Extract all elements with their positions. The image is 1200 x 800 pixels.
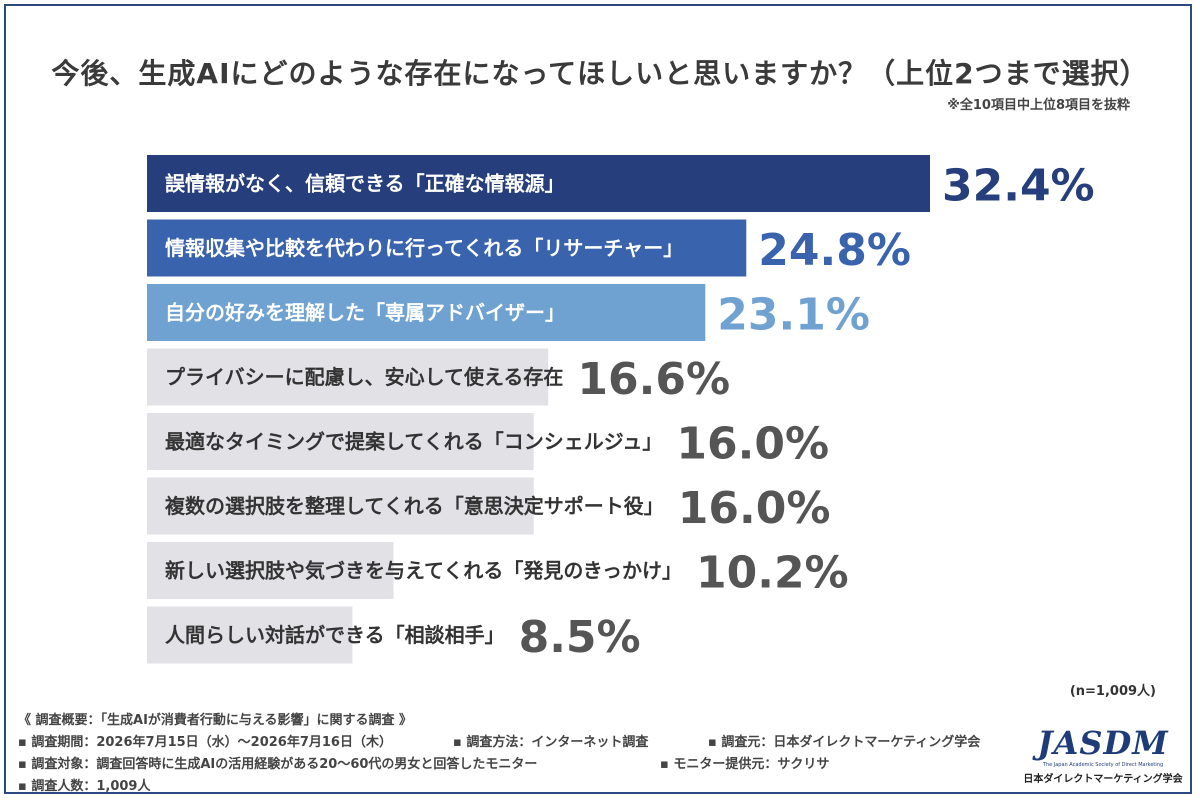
bar-1 bbox=[147, 155, 930, 212]
value-label-7: 10.2% bbox=[696, 548, 849, 599]
bar-7 bbox=[147, 542, 394, 599]
excerpt-note: ※全10項目中上位8項目を抜粋 bbox=[947, 98, 1130, 113]
value-label-4: 16.6% bbox=[577, 354, 730, 405]
survey-overview: 《 調査概要：「生成AIが消費者行動に与える影響」に関する調査 》 ▪ 調査期間… bbox=[18, 710, 1018, 798]
logo-subtitle-en: The Japan Academic Society of Direct Mar… bbox=[1042, 762, 1164, 768]
survey-provider: ▪ モニター提供元：サクリサ bbox=[660, 757, 830, 772]
chart-frame bbox=[4, 4, 1192, 794]
value-label-6: 16.0% bbox=[678, 483, 831, 534]
bar-label-4: プライバシーに配慮し、安心して使える存在 bbox=[165, 365, 563, 389]
bar-5 bbox=[147, 413, 534, 470]
value-label-5: 16.0% bbox=[676, 419, 829, 470]
survey-period: ▪ 調査期間：2026年7月15日（水）～2026年7月16日（木） bbox=[18, 735, 392, 750]
bar-label-5: 最適なタイミングで提案してくれる「コンシェルジュ」 bbox=[165, 430, 662, 454]
logo-wordmark: JASDM bbox=[1037, 724, 1169, 762]
value-label-2: 24.8% bbox=[758, 225, 911, 276]
survey-respondents: ▪ 調査人数：1,009人 bbox=[18, 779, 151, 794]
bar-label-8: 人間らしい対話ができる「相談相手」 bbox=[165, 623, 505, 647]
jasdm-logo: JASDM The Japan Academic Society of Dire… bbox=[1022, 724, 1184, 785]
bar-4 bbox=[147, 348, 549, 406]
survey-title: 《 調査概要：「生成AIが消費者行動に与える影響」に関する調査 》 bbox=[18, 713, 413, 728]
survey-method: ▪ 調査方法：インターネット調査 bbox=[453, 735, 649, 750]
value-label-8: 8.5% bbox=[519, 612, 641, 663]
bar-label-3: 自分の好みを理解した「専属アドバイザー」 bbox=[165, 301, 565, 325]
bar-3 bbox=[147, 284, 706, 341]
value-label-1: 32.4% bbox=[942, 161, 1095, 212]
sample-size: (n=1,009人) bbox=[1069, 684, 1156, 699]
value-label-3: 23.1% bbox=[717, 290, 870, 341]
bar-label-6: 複数の選択肢を整理してくれる「意思決定サポート役」 bbox=[165, 494, 664, 518]
bar-6 bbox=[147, 477, 534, 535]
survey-organizer: ▪ 調査元：日本ダイレクトマーケティング学会 bbox=[708, 735, 981, 750]
bar-label-7: 新しい選択肢や気づきを与えてくれる「発見のきっかけ」 bbox=[165, 559, 682, 583]
bar-label-2: 情報収集や比較を代わりに行ってくれる「リサーチャー」 bbox=[165, 236, 683, 260]
bar-2 bbox=[147, 219, 747, 277]
survey-target: ▪ 調査対象：調査回答時に生成AIの活用経験がある20～60代の男女と回答したモ… bbox=[18, 757, 538, 772]
bar-label-1: 誤情報がなく、信頼できる「正確な情報源」 bbox=[165, 172, 565, 196]
bar-8 bbox=[147, 606, 353, 664]
chart-title: 今後、生成AIにどのような存在になってほしいと思いますか？（上位2つまで選択） bbox=[51, 57, 1149, 90]
logo-subtitle-jp: 日本ダイレクトマーケティング学会 bbox=[1023, 774, 1183, 785]
